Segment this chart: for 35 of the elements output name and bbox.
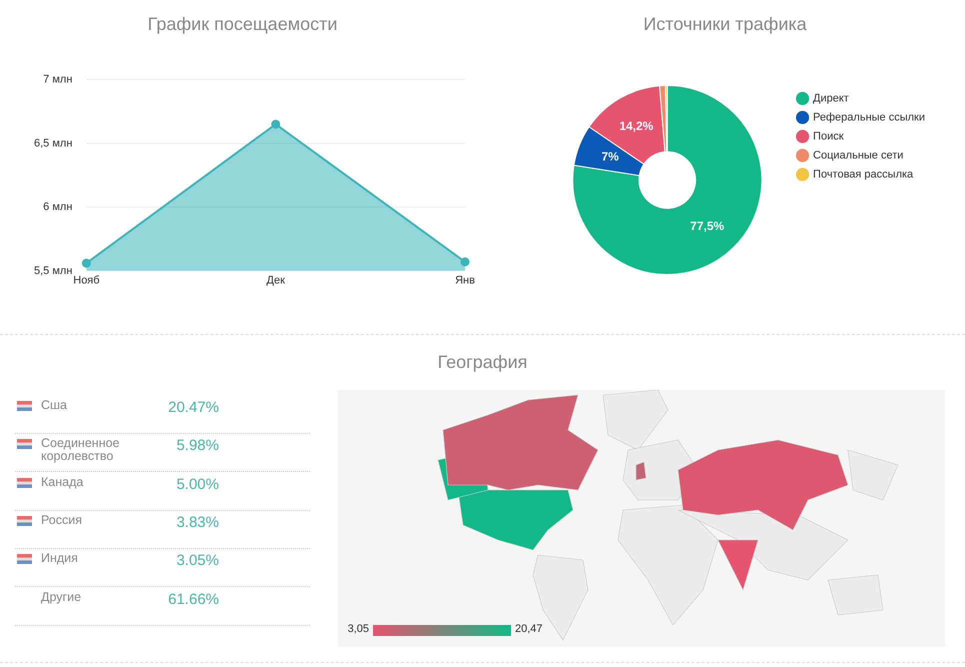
legend-label: Реферальные ссылки [813, 112, 926, 124]
data-label: 14,2% [619, 119, 654, 134]
data-label: 61.66% [167, 591, 219, 608]
x-tick-label: Дек [266, 274, 286, 286]
category-label: Индия [41, 551, 79, 565]
data-label: 77,5% [690, 219, 724, 234]
x-tick-label: Нояб [73, 274, 100, 286]
data-label: 3.05% [175, 552, 219, 569]
y-tick-label: 6 млн [43, 201, 72, 214]
point [271, 120, 280, 129]
legend-label: Социальные сети [813, 150, 904, 162]
point [82, 258, 91, 268]
legend-label: Директ [813, 92, 849, 105]
data-label: 7% [601, 150, 620, 164]
data-label: 20.47% [167, 399, 219, 416]
data-label: 5.98% [175, 437, 219, 454]
x-tick-label: Янв [455, 274, 476, 286]
point [460, 257, 470, 266]
category-label: Россия [41, 513, 83, 527]
y-tick-label: 5,5 млн [34, 264, 72, 277]
text: 3,05 [348, 623, 369, 635]
category-label: Соединенное королевство [41, 436, 120, 463]
y-tick-label: 6,5 млн [34, 137, 72, 150]
data-label: 5.00% [175, 476, 219, 493]
y-tick-label: 7 млн [43, 74, 72, 86]
chart-title: График посещаемости [148, 14, 338, 34]
text: 20,47 [515, 623, 543, 635]
category-label: Сша [41, 398, 68, 412]
legend-label: Почтовая рассылка [813, 168, 914, 181]
legend-label: Поиск [813, 130, 844, 143]
category-label: Канада [41, 475, 84, 489]
chart-title: Источники трафика [642, 14, 808, 35]
category-label: Другие [41, 590, 82, 604]
text: География [436, 352, 528, 373]
data-label: 3.83% [175, 514, 219, 531]
